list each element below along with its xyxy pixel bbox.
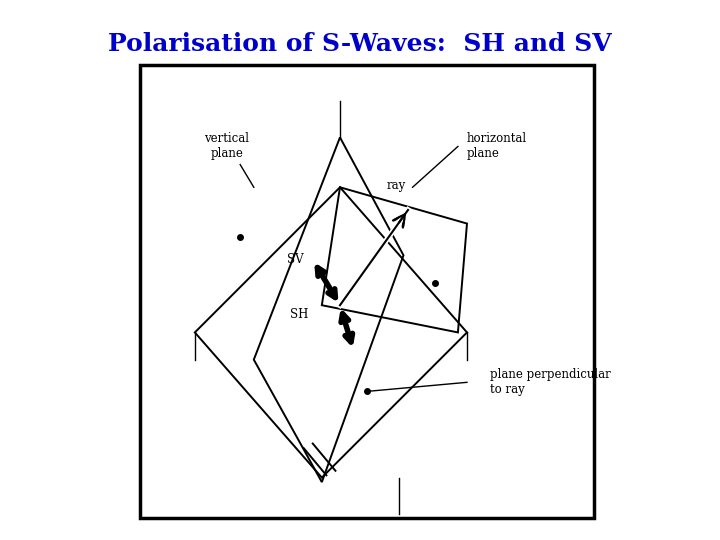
Text: Polarisation of S-Waves:  SH and SV: Polarisation of S-Waves: SH and SV: [108, 32, 612, 56]
Text: vertical
plane: vertical plane: [204, 132, 249, 160]
Text: ray: ray: [387, 179, 406, 192]
Text: horizontal
plane: horizontal plane: [467, 132, 527, 160]
Text: SH: SH: [290, 308, 308, 321]
Text: SV: SV: [287, 253, 304, 266]
Text: plane perpendicular
to ray: plane perpendicular to ray: [490, 368, 611, 396]
